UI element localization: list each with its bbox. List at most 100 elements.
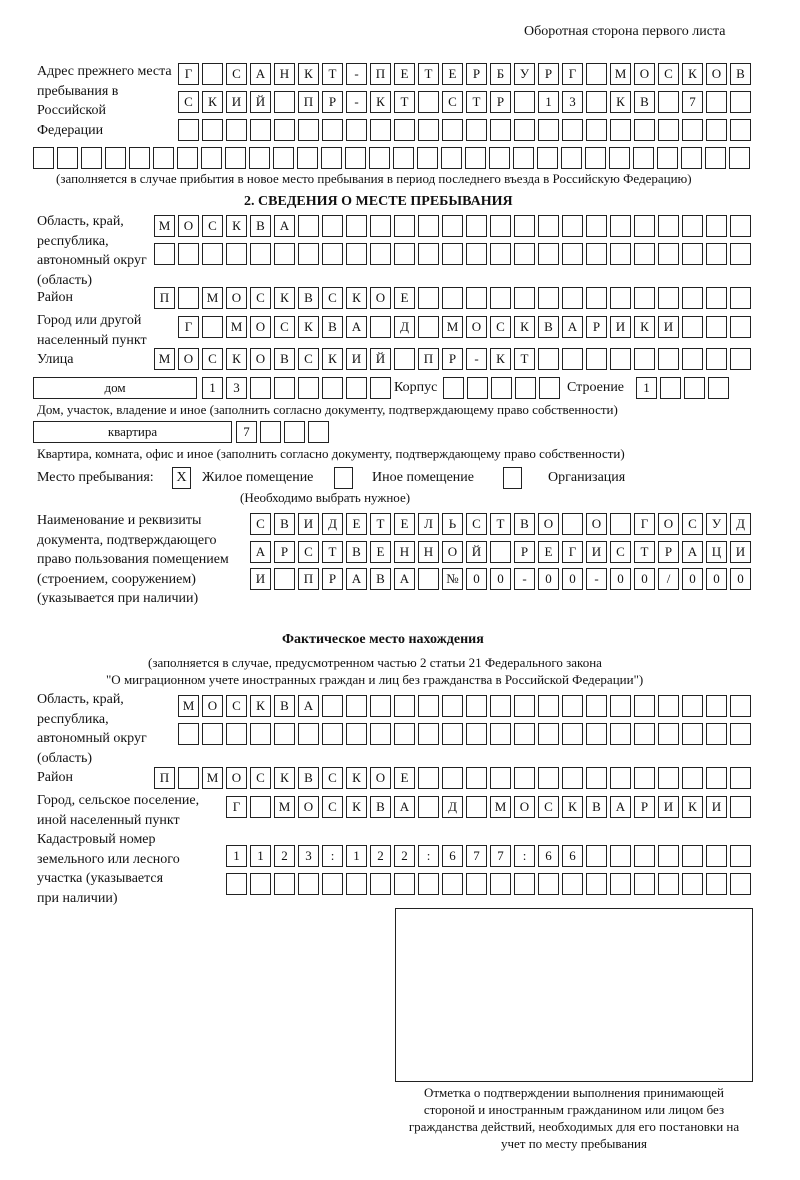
char-cell[interactable] xyxy=(178,767,199,789)
char-cell[interactable]: О xyxy=(514,796,535,818)
char-cell[interactable]: Р xyxy=(274,541,295,563)
char-cell[interactable] xyxy=(610,215,631,237)
char-cell[interactable] xyxy=(562,513,583,535)
char-cell[interactable]: 7 xyxy=(682,91,703,113)
char-cell[interactable]: Т xyxy=(370,513,391,535)
char-cell[interactable] xyxy=(369,147,390,169)
char-cell[interactable]: Р xyxy=(514,541,535,563)
char-cell[interactable]: 0 xyxy=(562,568,583,590)
char-cell[interactable] xyxy=(418,873,439,895)
char-cell[interactable] xyxy=(706,767,727,789)
char-cell[interactable]: И xyxy=(226,91,247,113)
char-cell[interactable]: Е xyxy=(370,541,391,563)
char-cell[interactable] xyxy=(370,377,391,399)
residential-checkbox[interactable]: Х xyxy=(172,467,191,489)
char-cell[interactable] xyxy=(178,119,199,141)
char-cell[interactable] xyxy=(634,873,655,895)
house-type-field[interactable]: дом xyxy=(33,377,197,399)
char-cell[interactable] xyxy=(442,873,463,895)
char-cell[interactable]: К xyxy=(226,348,247,370)
char-cell[interactable] xyxy=(298,723,319,745)
char-cell[interactable]: О xyxy=(634,63,655,85)
char-cell[interactable]: 2 xyxy=(394,845,415,867)
char-cell[interactable]: М xyxy=(490,796,511,818)
char-cell[interactable] xyxy=(586,119,607,141)
char-cell[interactable]: 0 xyxy=(634,568,655,590)
char-cell[interactable]: М xyxy=(178,695,199,717)
char-cell[interactable]: О xyxy=(250,316,271,338)
char-cell[interactable] xyxy=(610,348,631,370)
char-cell[interactable]: К xyxy=(250,695,271,717)
char-cell[interactable]: И xyxy=(610,316,631,338)
char-cell[interactable] xyxy=(610,723,631,745)
char-cell[interactable]: М xyxy=(202,287,223,309)
char-cell[interactable] xyxy=(81,147,102,169)
char-cell[interactable] xyxy=(370,873,391,895)
char-cell[interactable] xyxy=(562,873,583,895)
char-cell[interactable] xyxy=(682,767,703,789)
char-cell[interactable] xyxy=(394,873,415,895)
char-cell[interactable] xyxy=(250,119,271,141)
char-cell[interactable]: И xyxy=(346,348,367,370)
char-cell[interactable] xyxy=(274,119,295,141)
char-cell[interactable]: И xyxy=(706,796,727,818)
char-cell[interactable] xyxy=(706,695,727,717)
char-cell[interactable]: У xyxy=(514,63,535,85)
char-cell[interactable] xyxy=(538,243,559,265)
char-cell[interactable]: Ц xyxy=(706,541,727,563)
char-cell[interactable] xyxy=(538,348,559,370)
char-cell[interactable] xyxy=(298,215,319,237)
char-cell[interactable]: К xyxy=(514,316,535,338)
char-cell[interactable] xyxy=(730,873,751,895)
char-cell[interactable]: С xyxy=(178,91,199,113)
char-cell[interactable]: 2 xyxy=(370,845,391,867)
char-cell[interactable] xyxy=(466,243,487,265)
char-cell[interactable] xyxy=(562,119,583,141)
char-cell[interactable] xyxy=(466,767,487,789)
char-cell[interactable] xyxy=(274,91,295,113)
char-cell[interactable] xyxy=(465,147,486,169)
char-cell[interactable]: Й xyxy=(250,91,271,113)
char-cell[interactable] xyxy=(178,723,199,745)
organization-checkbox[interactable] xyxy=(503,467,522,489)
char-cell[interactable] xyxy=(538,119,559,141)
char-cell[interactable]: Е xyxy=(346,513,367,535)
char-cell[interactable] xyxy=(562,243,583,265)
char-cell[interactable]: О xyxy=(250,348,271,370)
char-cell[interactable]: У xyxy=(706,513,727,535)
char-cell[interactable]: О xyxy=(658,513,679,535)
char-cell[interactable] xyxy=(394,243,415,265)
char-cell[interactable] xyxy=(586,695,607,717)
char-cell[interactable] xyxy=(538,287,559,309)
char-cell[interactable] xyxy=(442,215,463,237)
char-cell[interactable]: 1 xyxy=(346,845,367,867)
char-cell[interactable]: О xyxy=(226,287,247,309)
char-cell[interactable]: Р xyxy=(538,63,559,85)
char-cell[interactable] xyxy=(418,695,439,717)
char-cell[interactable]: 0 xyxy=(490,568,511,590)
char-cell[interactable] xyxy=(706,243,727,265)
char-cell[interactable] xyxy=(610,845,631,867)
char-cell[interactable]: М xyxy=(202,767,223,789)
char-cell[interactable]: Г xyxy=(634,513,655,535)
char-cell[interactable] xyxy=(610,695,631,717)
char-cell[interactable] xyxy=(394,723,415,745)
char-cell[interactable]: 0 xyxy=(538,568,559,590)
char-cell[interactable] xyxy=(586,723,607,745)
char-cell[interactable] xyxy=(730,91,751,113)
char-cell[interactable] xyxy=(562,215,583,237)
char-cell[interactable]: П xyxy=(298,91,319,113)
char-cell[interactable] xyxy=(250,243,271,265)
char-cell[interactable]: И xyxy=(298,513,319,535)
char-cell[interactable] xyxy=(538,723,559,745)
char-cell[interactable] xyxy=(346,215,367,237)
char-cell[interactable] xyxy=(394,119,415,141)
char-cell[interactable]: О xyxy=(178,348,199,370)
char-cell[interactable] xyxy=(250,873,271,895)
char-cell[interactable] xyxy=(491,377,512,399)
char-cell[interactable] xyxy=(226,119,247,141)
char-cell[interactable] xyxy=(346,873,367,895)
char-cell[interactable] xyxy=(308,421,329,443)
char-cell[interactable]: К xyxy=(346,796,367,818)
char-cell[interactable] xyxy=(346,119,367,141)
